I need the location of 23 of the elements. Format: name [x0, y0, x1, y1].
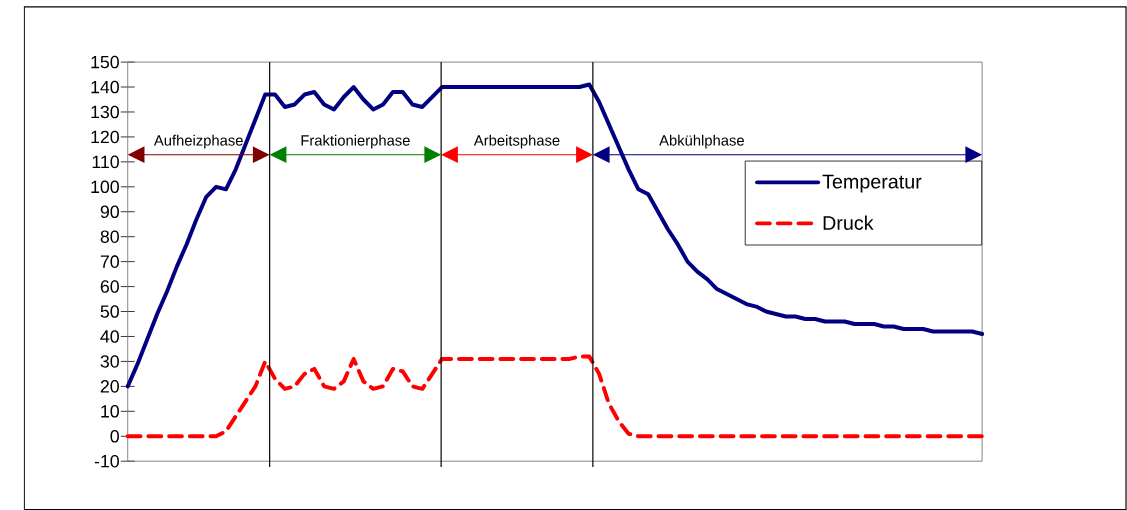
annotation: Aufheizphase — [153, 134, 243, 149]
y-tick-label: 10 — [101, 404, 119, 418]
y-tick-label: 120 — [91, 130, 119, 143]
y-tick-label: 20 — [100, 379, 119, 393]
y-tick-label: 100 — [91, 180, 119, 193]
y-tick-label: 80 — [100, 230, 119, 243]
y-tick-label: 40 — [100, 329, 119, 343]
y-tick-label: 70 — [100, 255, 119, 268]
legend-label: Druck — [823, 215, 874, 230]
y-tick-label: 60 — [100, 280, 119, 293]
annotation: Abkühlphase — [659, 134, 744, 149]
y-tick-label: 140 — [91, 80, 119, 94]
y-tick-label: 110 — [92, 155, 119, 168]
y-tick-label: -10 — [94, 454, 119, 468]
y-tick-label: 150 — [91, 55, 119, 69]
y-tick-label: 30 — [100, 354, 119, 368]
y-tick-label: 50 — [100, 305, 119, 318]
annotation: Fraktionierphase — [301, 134, 410, 149]
legend-label: Temperatur — [822, 174, 922, 193]
y-tick-label: 130 — [91, 105, 119, 119]
y-tick-label: 0 — [110, 429, 119, 443]
annotation: Arbeitsphase — [473, 134, 560, 149]
y-tick-label: 90 — [100, 205, 119, 218]
